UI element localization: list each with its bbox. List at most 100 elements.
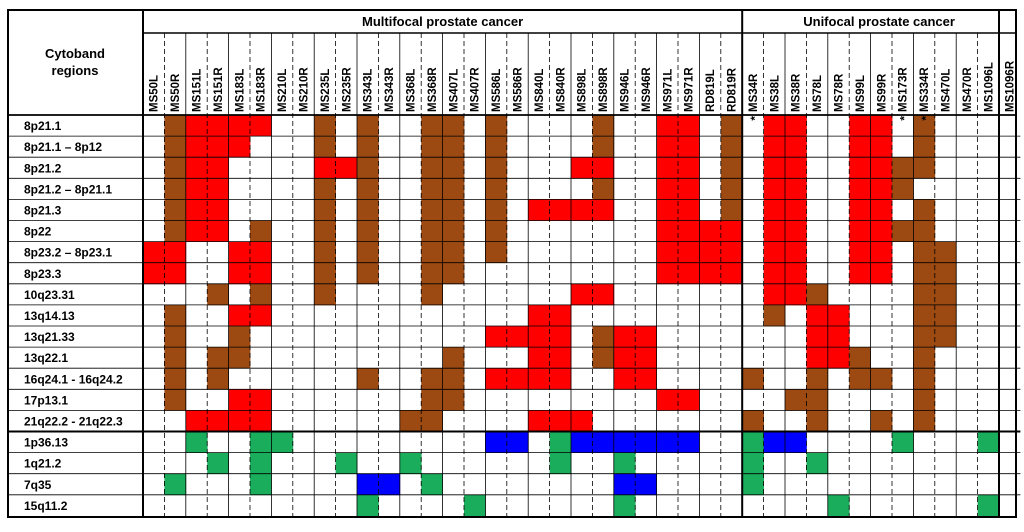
cell-16q24.1-16q24.2-MS78L	[806, 368, 829, 390]
column-label: MS183L	[234, 69, 246, 112]
cell-8p21.3-MS586L	[485, 199, 508, 221]
cell-13q14.13-MS78L	[806, 304, 829, 327]
cell-13q14.13-MS183L	[228, 304, 251, 327]
cell-8p21.1-MS586L	[485, 115, 508, 137]
cell-8p21.3-MS898R	[592, 199, 615, 221]
cell-21q22.2-21q22.3-MS99R	[870, 410, 893, 432]
cell-16q24.1-16q24.2-MS840L	[528, 368, 550, 390]
cell-16q24.1-16q24.2-MS50R	[164, 368, 187, 390]
cell-10q23.31-MS78L	[806, 283, 829, 306]
cell-8p23.2–8p23.1-MS334R	[913, 241, 936, 264]
cell-8p22-MS334R	[913, 220, 936, 242]
row-label: 13q22.1	[24, 351, 68, 365]
cell-8p23.3-MS99R	[870, 262, 893, 285]
cell-10q23.31-MS898R	[592, 283, 615, 306]
column-label: MS898R	[598, 67, 610, 112]
cell-13q21.33-MS840L	[528, 326, 550, 348]
cell-1p36.13-MS898L	[571, 431, 593, 453]
cell-8p21.1–8p12-MS368R	[421, 136, 443, 158]
cell-8p21.1-MS368R	[421, 115, 443, 137]
cell-8p23.2–8p23.1-MS368R	[421, 241, 443, 264]
column-label: MS368R	[427, 67, 439, 112]
cell-8p22-MS407L	[442, 220, 465, 242]
cell-8p23.2–8p23.1-MS50L	[143, 241, 165, 264]
column-label: MS407R	[470, 67, 482, 112]
cell-8p23.3-MS343L	[357, 262, 379, 285]
cell-8p23.3-MS38L	[763, 262, 786, 285]
cell-8p21.1-MS50R	[164, 115, 187, 137]
cell-16q24.1-16q24.2-MS586L	[485, 368, 508, 390]
column-label: MS210L	[277, 69, 289, 112]
cell-8p21.2–8p21.1-MS971R	[678, 178, 700, 200]
cell-16q24.1-16q24.2-MS840R	[549, 368, 572, 390]
cell-8p21.1–8p12-MS183L	[228, 136, 251, 158]
cell-15q11.2-MS1096L	[977, 494, 1000, 517]
column-label: MS334R	[919, 67, 931, 112]
cell-17p13.1-MS50R	[164, 389, 187, 411]
cell-8p21.3-MS38L	[763, 199, 786, 221]
cell-8p22-RD819L	[699, 220, 722, 242]
cell-8p23.2–8p23.1-MS971R	[678, 241, 700, 264]
cell-8p21.1-MS38R	[785, 115, 807, 137]
cell-8p21.3-MS840R	[549, 199, 572, 221]
cell-8p23.3-MS971R	[678, 262, 700, 285]
cell-8p21.1-MS343L	[357, 115, 379, 137]
cell-7q35-MS34R	[742, 473, 764, 496]
cell-8p23.2–8p23.1-RD819L	[699, 241, 722, 264]
cell-8p21.3-RD819R	[720, 199, 743, 221]
column-label: MS470R	[962, 67, 974, 112]
column-label: MS470L	[941, 69, 953, 112]
cell-21q22.2-21q22.3-MS368R	[421, 410, 443, 432]
cell-13q22.1-MS898R	[592, 347, 615, 369]
cell-16q24.1-16q24.2-MS99L	[849, 368, 871, 390]
column-label: MS99R	[876, 73, 888, 112]
cell-8p23.3-MS971L	[656, 262, 679, 285]
cell-21q22.2-21q22.3-MS34R	[742, 410, 764, 432]
cell-8p22-MS151R	[207, 220, 229, 242]
cell-1q21.2-MS840R	[549, 452, 572, 475]
cell-17p13.1-MS971L	[656, 389, 679, 411]
row-label: 1q21.2	[24, 457, 62, 471]
cell-1p36.13-MS151L	[185, 431, 208, 453]
cell-8p21.2–8p21.1-MS151R	[207, 178, 229, 200]
column-label: MS235R	[341, 67, 353, 112]
cell-8p21.3-MS50R	[164, 199, 187, 221]
cell-13q14.13-MS50R	[164, 304, 187, 327]
column-label: MS50R	[170, 73, 182, 112]
cell-21q22.2-21q22.3-MS368L	[399, 410, 422, 432]
cell-13q21.33-MS78L	[806, 326, 829, 348]
cell-8p21.2–8p21.1-MS368R	[421, 178, 443, 200]
cell-13q21.33-MS334R	[913, 326, 936, 348]
cell-8p21.2-MS971R	[678, 157, 700, 179]
cell-10q23.31-MS151R	[207, 283, 229, 306]
cell-21q22.2-21q22.3-MS151R	[207, 410, 229, 432]
cell-8p21.1–8p12-MS99L	[849, 136, 871, 158]
cell-10q23.31-MS183R	[250, 283, 272, 306]
cell-8p21.2-MS334R	[913, 157, 936, 179]
cell-17p13.1-MS368R	[421, 389, 443, 411]
cell-8p21.1–8p12-MS586L	[485, 136, 508, 158]
column-label: MS235L	[320, 69, 332, 112]
cell-8p21.2-RD819R	[720, 157, 743, 179]
cell-8p23.2–8p23.1-MS50R	[164, 241, 187, 264]
cell-21q22.2-21q22.3-MS183L	[228, 410, 251, 432]
row-label: 1p36.13	[24, 436, 68, 450]
cell-1q21.2-MS183R	[250, 452, 272, 475]
cell-8p21.2–8p21.1-MS343L	[357, 178, 379, 200]
column-label: MS946R	[641, 67, 653, 112]
cell-8p21.2-MS38L	[763, 157, 786, 179]
cell-8p21.2–8p21.1-MS173R	[892, 178, 914, 200]
cell-1q21.2-MS946L	[613, 452, 636, 475]
cell-1p36.13-MS971R	[678, 431, 700, 453]
cell-8p21.1–8p12-MS334R	[913, 136, 936, 158]
cell-8p21.2-MS343L	[357, 157, 379, 179]
cell-8p21.1-MS971R	[678, 115, 700, 137]
group-label: Multifocal prostate cancer	[362, 14, 523, 29]
cell-8p23.2–8p23.1-MS38L	[763, 241, 786, 264]
cell-1p36.13-MS586L	[485, 431, 508, 453]
cell-13q14.13-MS78R	[827, 304, 850, 327]
cell-17p13.1-MS78L	[806, 389, 829, 411]
cell-8p23.3-MS38R	[785, 262, 807, 285]
cell-15q11.2-MS343L	[357, 494, 379, 517]
corner-label: regions	[52, 63, 99, 78]
